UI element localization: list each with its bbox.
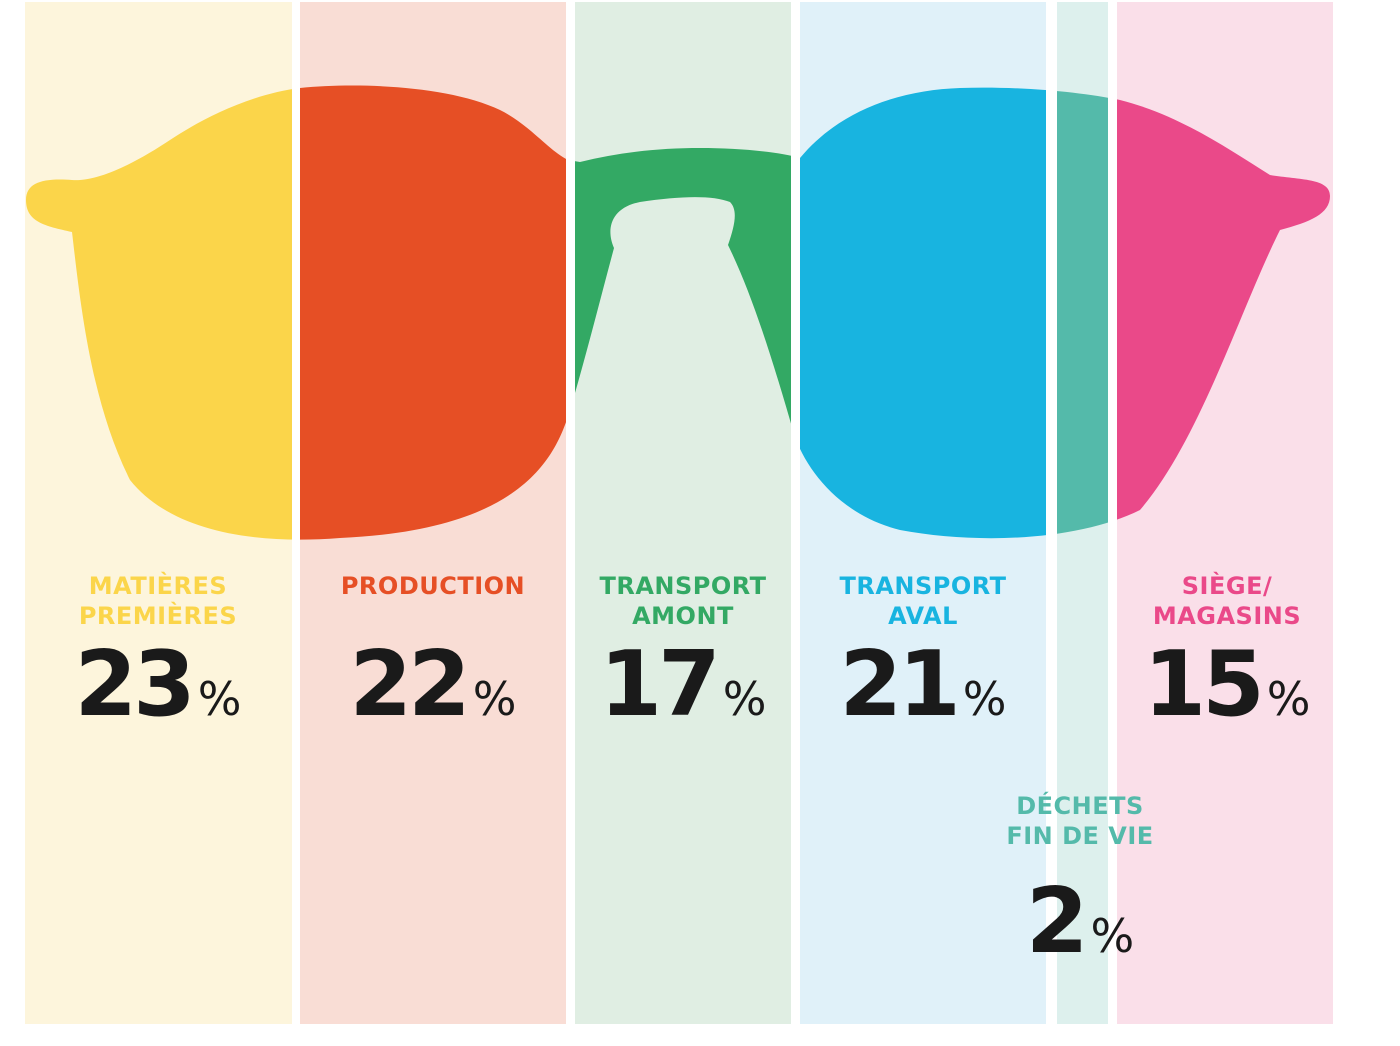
category-label-siege-magasins: SIÈGE/MAGASINS — [1153, 571, 1301, 630]
glasses-segment-dechets-fin-de-vie — [1057, 85, 1108, 540]
value-label-production: 22% — [350, 632, 517, 737]
glasses-segment-production — [300, 85, 566, 540]
category-label-transport-aval: TRANSPORT AVAL — [839, 572, 1006, 630]
category-label-transport-amont: TRANSPORT AMONT — [599, 572, 766, 630]
value-label-siege-magasins: 15% — [1144, 632, 1311, 737]
value-label-transport-aval: 21% — [840, 632, 1007, 737]
glasses-segment-transport-aval — [800, 85, 1046, 540]
category-label-dechets-fin-de-vie: DÉCHETS FIN DE VIE — [1006, 791, 1153, 850]
category-label-production: PRODUCTION — [341, 572, 525, 600]
value-label-transport-amont: 17% — [600, 632, 767, 737]
value-label-matieres-premieres: 23% — [75, 632, 242, 737]
category-label-matieres-premieres: MATIÈRES PREMIÈRES — [79, 571, 237, 630]
value-label-dechets-fin-de-vie: 2% — [1026, 869, 1134, 974]
